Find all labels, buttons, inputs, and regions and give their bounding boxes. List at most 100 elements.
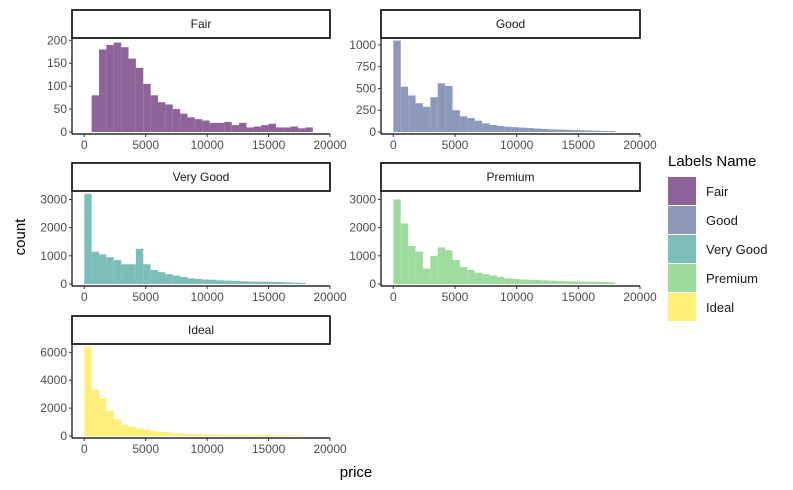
- bar-premium-26: [585, 281, 594, 284]
- bar-premium-19: [533, 280, 542, 284]
- bar-good-10: [467, 118, 475, 132]
- bar-premium-2: [408, 245, 416, 284]
- y-tick-label-good-250: 250: [356, 103, 376, 117]
- bar-very-good-20: [231, 280, 240, 284]
- bar-premium-25: [578, 281, 586, 284]
- bar-good-16: [511, 127, 520, 132]
- y-tick-label-premium-0: 0: [369, 277, 376, 291]
- bar-good-4: [422, 106, 431, 132]
- bar-ideal-9: [150, 431, 158, 436]
- bar-premium-24: [570, 281, 579, 284]
- y-tick-label-good-500: 500: [356, 81, 376, 95]
- bar-ideal-1: [91, 390, 100, 436]
- bar-good-29: [607, 131, 616, 132]
- bar-ideal-11: [165, 432, 173, 436]
- facet-title-good: Good: [496, 17, 525, 31]
- bar-ideal-17: [209, 434, 217, 436]
- bar-very-good-25: [268, 281, 276, 284]
- bar-very-good-23: [253, 281, 262, 284]
- y-tick-label-fair-0: 0: [60, 125, 67, 139]
- bar-good-20: [541, 128, 549, 132]
- bar-very-good-29: [298, 282, 306, 284]
- bar-ideal-18: [216, 434, 225, 436]
- legend-label-fair: Fair: [706, 184, 729, 199]
- x-tick-label-ideal-10000: 10000: [190, 442, 224, 456]
- x-tick-label-very-good-20000: 20000: [313, 290, 347, 304]
- bar-premium-14: [496, 276, 505, 284]
- bar-premium-5: [430, 255, 438, 284]
- y-tick-label-ideal-4000: 4000: [40, 373, 67, 387]
- bar-very-good-1: [91, 251, 100, 284]
- bar-premium-22: [556, 280, 564, 284]
- facet-strip-fair: [71, 9, 331, 39]
- bar-good-9: [459, 116, 468, 132]
- y-tick-label-ideal-2000: 2000: [40, 401, 67, 415]
- y-tick-label-premium-1000: 1000: [349, 249, 376, 263]
- bar-ideal-12: [172, 433, 181, 436]
- bar-fair-6: [128, 58, 136, 132]
- x-axis-title: price: [340, 464, 373, 481]
- bar-premium-12: [482, 274, 490, 284]
- y-tick-label-premium-2000: 2000: [349, 221, 376, 235]
- y-tick-label-ideal-0: 0: [60, 429, 67, 443]
- bar-premium-15: [504, 278, 512, 284]
- x-tick-label-premium-15000: 15000: [562, 290, 596, 304]
- legend-label-good: Good: [706, 213, 738, 228]
- y-axis-title: count: [12, 218, 29, 256]
- bar-fair-1: [91, 95, 100, 132]
- bar-premium-23: [563, 281, 571, 284]
- x-tick-label-good-5000: 5000: [442, 138, 469, 152]
- bar-ideal-5: [121, 424, 129, 436]
- legend-key-ideal: [668, 293, 696, 321]
- bar-very-good-22: [246, 281, 254, 284]
- bar-very-good-6: [128, 264, 136, 284]
- legend-key-very-good: [668, 235, 696, 263]
- bar-good-17: [519, 127, 527, 132]
- bar-fair-10: [158, 102, 166, 132]
- bar-premium-3: [415, 251, 423, 284]
- bar-good-1: [400, 86, 409, 132]
- bar-very-good-15: [194, 278, 203, 284]
- bar-fair-20: [231, 125, 240, 132]
- y-tick-label-fair-150: 150: [47, 56, 67, 70]
- bar-fair-13: [180, 113, 188, 132]
- x-tick-label-fair-10000: 10000: [190, 138, 224, 152]
- bar-good-5: [430, 97, 438, 132]
- bar-fair-5: [121, 47, 129, 132]
- facet-strip-ideal: [71, 315, 331, 345]
- bar-ideal-26: [275, 435, 284, 436]
- bar-fair-7: [135, 67, 144, 132]
- bar-fair-21: [239, 122, 247, 132]
- bar-ideal-22: [246, 434, 254, 436]
- bar-very-good-9: [150, 269, 158, 284]
- bar-ideal-6: [128, 426, 136, 436]
- bar-ideal-28: [290, 435, 299, 436]
- bar-ideal-23: [253, 435, 262, 436]
- bar-very-good-28: [290, 282, 299, 284]
- y-tick-label-good-750: 750: [356, 60, 376, 74]
- bar-fair-8: [143, 83, 151, 132]
- bar-ideal-13: [180, 433, 188, 436]
- facet-strip-very-good: [71, 162, 331, 192]
- bar-good-18: [526, 128, 534, 132]
- bar-good-24: [570, 130, 579, 132]
- bar-premium-8: [452, 260, 460, 284]
- bar-very-good-18: [216, 280, 225, 284]
- bar-very-good-8: [143, 264, 151, 284]
- bar-fair-29: [298, 128, 306, 132]
- y-tick-label-fair-100: 100: [47, 79, 67, 93]
- x-tick-label-good-20000: 20000: [623, 138, 657, 152]
- x-tick-label-premium-10000: 10000: [500, 290, 534, 304]
- bar-good-11: [474, 120, 483, 132]
- y-tick-label-very-good-3000: 3000: [40, 192, 67, 206]
- bar-fair-12: [172, 109, 181, 132]
- bar-fair-18: [216, 122, 225, 132]
- bar-very-good-26: [275, 282, 284, 284]
- x-tick-label-good-15000: 15000: [562, 138, 596, 152]
- x-tick-label-ideal-20000: 20000: [313, 442, 347, 456]
- facet-title-very-good: Very Good: [173, 170, 230, 184]
- bar-very-good-14: [187, 278, 195, 284]
- bar-ideal-14: [187, 433, 195, 436]
- bar-ideal-20: [231, 434, 240, 436]
- y-tick-label-very-good-0: 0: [60, 277, 67, 291]
